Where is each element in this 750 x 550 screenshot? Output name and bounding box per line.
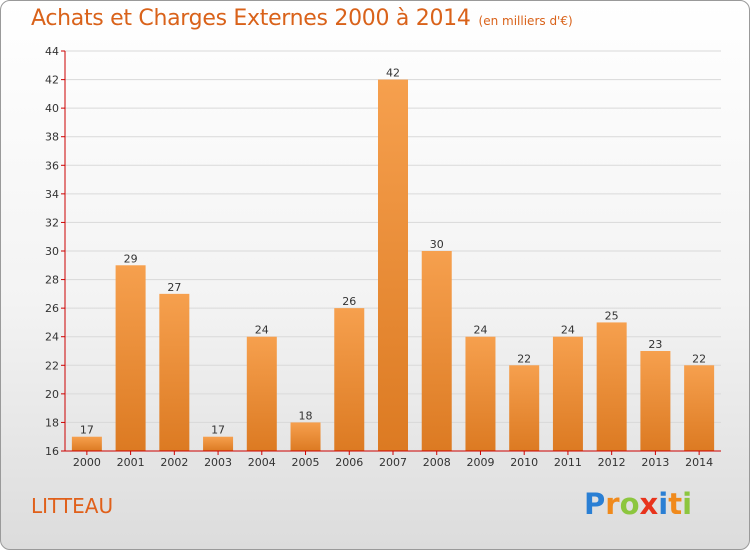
logo-letter: i (658, 487, 669, 521)
x-tick-label: 2003 (204, 456, 232, 469)
data-label: 26 (342, 295, 356, 308)
bar (378, 79, 408, 452)
x-tick-label: 2009 (466, 456, 494, 469)
bar (290, 422, 321, 451)
y-tick-label: 36 (45, 159, 59, 172)
bar (509, 365, 540, 451)
y-tick-label: 18 (45, 416, 59, 429)
y-tick-label: 34 (45, 188, 59, 201)
bar (159, 293, 190, 451)
chart-subtitle: (en milliers d'€) (478, 14, 573, 28)
logo-letter: t (668, 487, 683, 521)
x-tick-label: 2004 (248, 456, 276, 469)
x-tick-label: 2005 (292, 456, 320, 469)
bar (421, 251, 452, 451)
x-tick-label: 2007 (379, 456, 407, 469)
bar (246, 336, 277, 451)
y-tick-label: 20 (45, 388, 59, 401)
y-tick-label: 44 (45, 45, 59, 58)
data-label: 25 (605, 309, 619, 322)
x-tick-label: 2006 (335, 456, 363, 469)
x-tick-label: 2011 (554, 456, 582, 469)
data-label: 30 (430, 238, 444, 251)
y-tick-label: 24 (45, 331, 59, 344)
bar (71, 436, 102, 451)
x-tick-label: 2002 (160, 456, 188, 469)
bar (640, 351, 671, 451)
logo-letter: x (639, 487, 659, 521)
bar (334, 308, 365, 451)
y-tick-label: 26 (45, 302, 59, 315)
bar (552, 336, 583, 451)
data-label: 24 (561, 324, 575, 337)
title-text: Achats et Charges Externes 2000 à 2014 (31, 6, 471, 31)
y-tick-label: 32 (45, 216, 59, 229)
proxiti-logo: Proxiti (584, 487, 692, 521)
x-tick-label: 2012 (598, 456, 626, 469)
x-tick-label: 2000 (73, 456, 101, 469)
data-label: 22 (517, 352, 531, 365)
data-label: 22 (692, 352, 706, 365)
logo-letter: o (619, 487, 640, 521)
bar (203, 436, 234, 451)
data-label: 24 (255, 324, 269, 337)
data-label: 24 (473, 324, 487, 337)
y-tick-label: 16 (45, 445, 59, 458)
data-label: 29 (124, 252, 138, 265)
x-tick-label: 2001 (117, 456, 145, 469)
bar (596, 322, 627, 451)
y-tick-label: 28 (45, 274, 59, 287)
bar (465, 336, 496, 451)
data-label: 18 (299, 409, 313, 422)
y-tick-label: 30 (45, 245, 59, 258)
chart-title: Achats et Charges Externes 2000 à 2014 (e… (31, 6, 573, 31)
logo-letter: r (605, 487, 620, 521)
logo-letter: P (584, 487, 606, 521)
data-label: 17 (80, 424, 94, 437)
bar (684, 365, 715, 451)
data-label: 27 (167, 281, 181, 294)
x-tick-label: 2013 (641, 456, 669, 469)
data-label: 42 (386, 67, 400, 80)
commune-name: LITTEAU (31, 494, 114, 518)
y-tick-label: 22 (45, 359, 59, 372)
data-label: 23 (648, 338, 662, 351)
x-tick-label: 2014 (685, 456, 713, 469)
y-tick-label: 40 (45, 102, 59, 115)
y-tick-label: 42 (45, 74, 59, 87)
x-tick-label: 2008 (423, 456, 451, 469)
logo-letter: i (682, 487, 693, 521)
x-tick-label: 2010 (510, 456, 538, 469)
y-tick-label: 38 (45, 131, 59, 144)
bar (115, 265, 146, 451)
data-label: 17 (211, 424, 225, 437)
